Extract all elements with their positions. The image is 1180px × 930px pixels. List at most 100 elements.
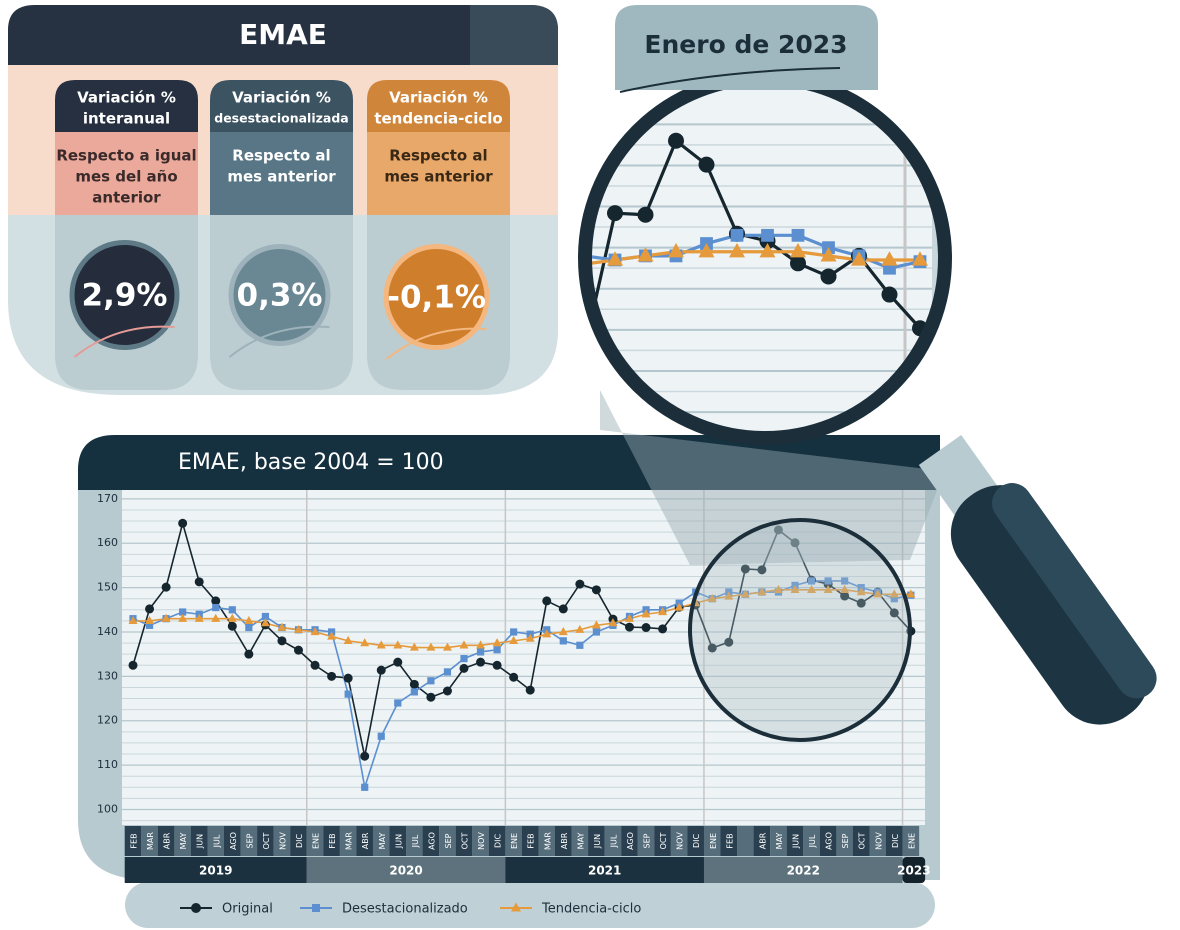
point xyxy=(558,627,568,636)
point xyxy=(194,577,204,587)
value-swoosh xyxy=(228,325,330,358)
x-tick-label: OCT xyxy=(858,833,867,850)
point xyxy=(542,596,552,606)
point xyxy=(426,692,436,702)
point xyxy=(856,587,866,596)
x-tick-label: ABR xyxy=(361,832,370,849)
point xyxy=(178,518,188,528)
point xyxy=(28,443,44,459)
point xyxy=(558,604,568,614)
month-cell xyxy=(240,826,258,856)
year-label: 2019 xyxy=(199,864,232,878)
x-tick-label: SEP xyxy=(643,833,652,848)
month-cell xyxy=(538,826,556,856)
point xyxy=(459,640,469,649)
point xyxy=(409,679,419,689)
x-tick-label: JUN xyxy=(394,834,403,849)
point xyxy=(245,623,253,632)
point xyxy=(360,638,370,647)
point xyxy=(191,903,201,913)
point xyxy=(294,624,303,633)
month-cell xyxy=(753,826,771,856)
card-subtitle: anterior xyxy=(92,189,161,207)
point xyxy=(60,397,73,410)
month-cell xyxy=(323,826,340,856)
x-tick-label: MAR xyxy=(146,832,155,850)
x-tick-label: JUL xyxy=(609,834,618,848)
y-tick-label: 100 xyxy=(97,802,118,815)
card-title: EMAE xyxy=(239,18,327,51)
point xyxy=(442,686,452,696)
point xyxy=(840,584,850,593)
card-header-bg xyxy=(210,80,353,132)
month-cell xyxy=(290,826,307,856)
point xyxy=(0,419,13,435)
value-circle xyxy=(233,249,326,341)
year-bar xyxy=(505,857,704,883)
month-cell xyxy=(836,826,853,856)
point xyxy=(343,635,353,645)
point xyxy=(807,577,816,585)
point xyxy=(592,628,600,636)
point xyxy=(161,613,171,622)
card-subtitle: Respecto al xyxy=(232,147,330,165)
x-tick-label: FEB xyxy=(725,833,734,848)
point xyxy=(179,608,187,616)
point xyxy=(881,251,898,266)
point xyxy=(426,642,436,651)
x-tick-label: MAR xyxy=(543,832,552,850)
value-circle xyxy=(388,249,485,345)
month-cell xyxy=(124,826,142,856)
zoom-y-tick-label: 155 xyxy=(945,194,989,218)
x-tick-label: MAY xyxy=(179,833,188,850)
point xyxy=(393,640,403,649)
month-cell xyxy=(339,826,357,856)
point xyxy=(820,268,837,285)
point xyxy=(740,564,750,574)
point xyxy=(790,584,800,593)
point xyxy=(492,660,502,670)
card-header-bg xyxy=(55,80,198,132)
x-tick-label: OCT xyxy=(461,833,470,850)
x-tick-label: FEB xyxy=(130,833,139,848)
month-cell xyxy=(306,826,324,856)
month-cell xyxy=(141,826,158,856)
month-cell xyxy=(687,826,704,856)
point xyxy=(244,649,254,659)
x-tick-label: JUL xyxy=(411,834,420,848)
x-tick-label: DIC xyxy=(891,834,900,849)
point xyxy=(757,565,767,575)
month-cell xyxy=(505,826,522,856)
point xyxy=(698,242,715,258)
point xyxy=(376,640,386,649)
month-cell xyxy=(190,826,208,856)
point xyxy=(637,206,654,223)
point xyxy=(128,660,138,670)
point xyxy=(824,577,832,585)
point xyxy=(460,655,468,663)
x-tick-label: ENE xyxy=(907,833,916,849)
zoom-y-tick-label: 135 xyxy=(945,358,989,382)
point xyxy=(724,591,734,600)
x-tick-label: ABR xyxy=(758,832,767,849)
month-cell xyxy=(571,826,589,856)
handle-grip xyxy=(950,485,1150,725)
point xyxy=(625,613,634,622)
x-tick-label: NOV xyxy=(676,832,685,850)
handle xyxy=(918,434,1157,725)
card-sub-bg xyxy=(367,128,510,215)
x-tick-label: NOV xyxy=(278,832,287,850)
point xyxy=(542,629,552,638)
x-tick-label: ENE xyxy=(312,833,321,849)
handle-shade xyxy=(992,483,1157,699)
point xyxy=(757,587,767,596)
point xyxy=(510,628,518,636)
y-tick-label: 120 xyxy=(97,714,118,727)
month-cell xyxy=(472,826,489,856)
month-cell xyxy=(422,826,440,856)
point xyxy=(509,635,519,645)
point xyxy=(261,612,269,621)
x-tick-label: JUL xyxy=(808,834,817,848)
point xyxy=(641,623,651,633)
point xyxy=(881,286,898,303)
